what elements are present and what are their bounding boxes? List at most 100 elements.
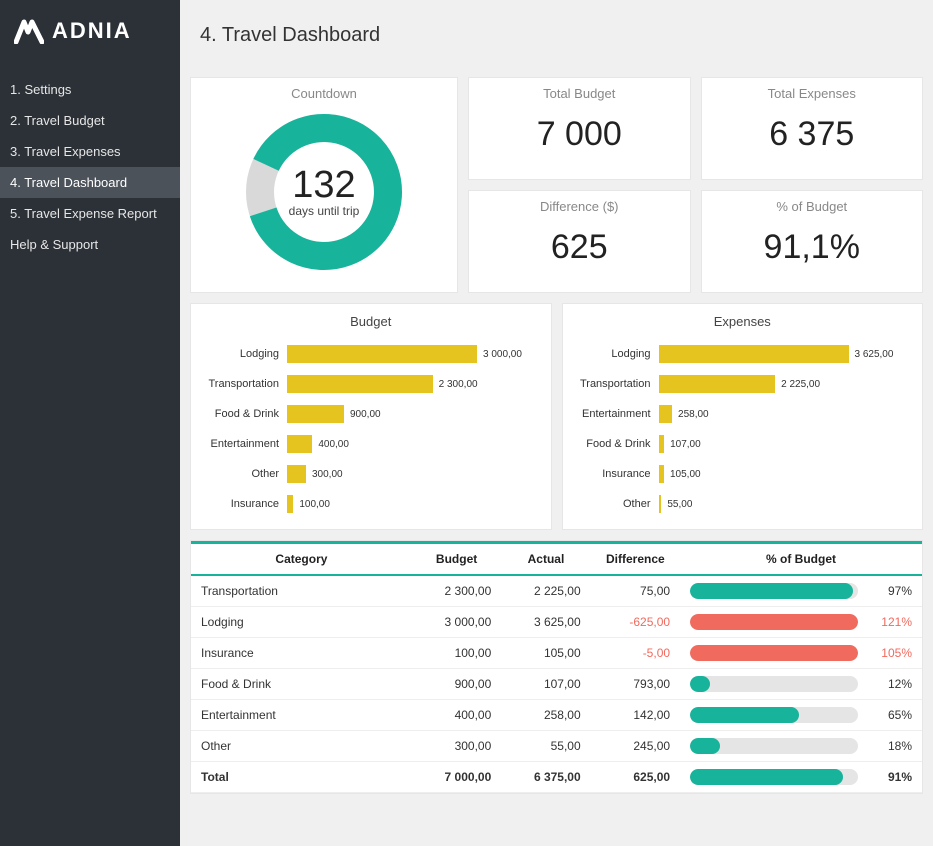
- bar-track: 100,00: [287, 495, 541, 513]
- brand-logo: ADNIA: [0, 0, 180, 74]
- bar-track: 258,00: [659, 405, 913, 423]
- sidebar: ADNIA 1. Settings2. Travel Budget3. Trav…: [0, 0, 180, 846]
- bar-value: 2 300,00: [433, 379, 478, 390]
- bar-value: 100,00: [293, 499, 330, 510]
- bar-track: 3 625,00: [659, 345, 913, 363]
- bar-label: Insurance: [201, 498, 287, 510]
- bar-fill: [659, 375, 776, 393]
- bar-track: 55,00: [659, 495, 913, 513]
- sidebar-item-0[interactable]: 1. Settings: [0, 74, 180, 105]
- brand-logo-icon: [14, 18, 44, 44]
- bar-row: Lodging 3 000,00: [201, 339, 541, 369]
- bar-value: 3 625,00: [849, 349, 894, 360]
- bar-row: Lodging 3 625,00: [573, 339, 913, 369]
- bar-track: 900,00: [287, 405, 541, 423]
- countdown-card: Countdown 132 days until trip: [190, 77, 458, 293]
- total-budget-card: Total Budget 7 000: [468, 77, 691, 180]
- bar-value: 900,00: [344, 409, 381, 420]
- bar-track: 2 300,00: [287, 375, 541, 393]
- bar-fill: [287, 435, 312, 453]
- bar-row: Food & Drink 107,00: [573, 429, 913, 459]
- bar-label: Other: [573, 498, 659, 510]
- th-budget: Budget: [412, 543, 501, 576]
- sidebar-item-5[interactable]: Help & Support: [0, 229, 180, 260]
- bar-value: 258,00: [672, 409, 709, 420]
- difference-card: Difference ($) 625: [468, 190, 691, 293]
- bar-track: 400,00: [287, 435, 541, 453]
- table-row: Entertainment400,00258,00142,0065%: [191, 700, 922, 731]
- th-difference: Difference: [591, 543, 680, 576]
- budget-chart: Budget Lodging 3 000,00 Transportation 2 30…: [190, 303, 552, 530]
- bar-label: Transportation: [201, 378, 287, 390]
- countdown-sublabel: days until trip: [289, 204, 360, 218]
- bar-label: Food & Drink: [201, 408, 287, 420]
- expenses-chart: Expenses Lodging 3 625,00 Transportation 2 …: [562, 303, 924, 530]
- bar-row: Food & Drink 900,00: [201, 399, 541, 429]
- bar-row: Other55,00: [573, 489, 913, 519]
- sidebar-item-4[interactable]: 5. Travel Expense Report: [0, 198, 180, 229]
- bar-label: Transportation: [573, 378, 659, 390]
- bar-fill: [287, 345, 477, 363]
- bar-fill: [287, 405, 344, 423]
- bar-label: Lodging: [201, 348, 287, 360]
- bar-value: 55,00: [661, 499, 692, 510]
- bar-fill: [659, 405, 673, 423]
- bar-track: 300,00: [287, 465, 541, 483]
- bar-row: Transportation 2 300,00: [201, 369, 541, 399]
- bar-row: Transportation 2 225,00: [573, 369, 913, 399]
- pct-bar: 105%: [690, 645, 912, 661]
- bar-row: Entertainment 400,00: [201, 429, 541, 459]
- brand-name: ADNIA: [52, 18, 132, 44]
- table-row: Food & Drink900,00107,00793,0012%: [191, 669, 922, 700]
- total-budget-value: 7 000: [537, 105, 622, 154]
- bar-value: 3 000,00: [477, 349, 522, 360]
- th-pct: % of Budget: [680, 543, 922, 576]
- sidebar-item-1[interactable]: 2. Travel Budget: [0, 105, 180, 136]
- countdown-title: Countdown: [291, 78, 357, 105]
- bar-row: Other300,00: [201, 459, 541, 489]
- pct-bar: 91%: [690, 769, 912, 785]
- sidebar-item-2[interactable]: 3. Travel Expenses: [0, 136, 180, 167]
- bar-value: 400,00: [312, 439, 349, 450]
- pct-budget-title: % of Budget: [776, 191, 847, 218]
- bar-label: Lodging: [573, 348, 659, 360]
- bar-track: 105,00: [659, 465, 913, 483]
- expenses-chart-title: Expenses: [573, 310, 913, 339]
- th-actual: Actual: [501, 543, 590, 576]
- th-category: Category: [191, 543, 412, 576]
- total-expenses-value: 6 375: [769, 105, 854, 154]
- difference-value: 625: [551, 218, 608, 267]
- sidebar-nav: 1. Settings2. Travel Budget3. Travel Exp…: [0, 74, 180, 260]
- bar-value: 105,00: [664, 469, 701, 480]
- pct-budget-value: 91,1%: [764, 218, 860, 267]
- bar-label: Insurance: [573, 468, 659, 480]
- sidebar-item-3[interactable]: 4. Travel Dashboard: [0, 167, 180, 198]
- bar-label: Food & Drink: [573, 438, 659, 450]
- bar-value: 107,00: [664, 439, 701, 450]
- bar-fill: [659, 345, 849, 363]
- pct-budget-card: % of Budget 91,1%: [701, 190, 924, 293]
- bar-fill: [287, 465, 306, 483]
- table-row: Lodging3 000,003 625,00-625,00121%: [191, 607, 922, 638]
- bar-row: Insurance 105,00: [573, 459, 913, 489]
- table-total-row: Total7 000,006 375,00625,0091%: [191, 762, 922, 793]
- total-expenses-title: Total Expenses: [768, 78, 856, 105]
- countdown-donut: 132 days until trip: [239, 107, 409, 277]
- total-expenses-card: Total Expenses 6 375: [701, 77, 924, 180]
- bar-track: 107,00: [659, 435, 913, 453]
- bar-value: 300,00: [306, 469, 343, 480]
- bar-track: 3 000,00: [287, 345, 541, 363]
- difference-title: Difference ($): [540, 191, 619, 218]
- table-row: Transportation2 300,002 225,0075,0097%: [191, 575, 922, 607]
- pct-bar: 12%: [690, 676, 912, 692]
- bar-row: Entertainment 258,00: [573, 399, 913, 429]
- bar-track: 2 225,00: [659, 375, 913, 393]
- pct-bar: 121%: [690, 614, 912, 630]
- budget-chart-title: Budget: [201, 310, 541, 339]
- table-row: Insurance100,00105,00-5,00105%: [191, 638, 922, 669]
- countdown-value: 132: [289, 166, 360, 204]
- bar-label: Entertainment: [573, 408, 659, 420]
- bar-label: Entertainment: [201, 438, 287, 450]
- pct-bar: 18%: [690, 738, 912, 754]
- bar-value: 2 225,00: [775, 379, 820, 390]
